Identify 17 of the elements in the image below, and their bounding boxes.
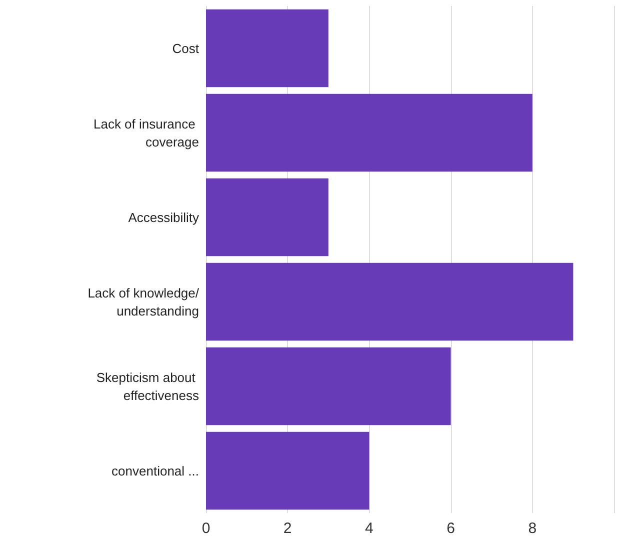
bar [206, 432, 370, 510]
y-tick-label: Lack of insurance coverage [93, 116, 199, 150]
y-tick-label: Lack of knowledge/understanding [88, 285, 200, 318]
x-tick-label: 8 [528, 520, 537, 537]
y-tick-label: Accessibility [128, 210, 200, 225]
x-tick-label: 2 [283, 520, 292, 537]
bar [206, 9, 328, 88]
y-tick-label: Cost [172, 40, 200, 56]
x-tick-label: 0 [202, 520, 210, 537]
bar [206, 262, 574, 341]
x-tick-label: 6 [446, 520, 455, 537]
y-tick-label: Skepticism about effectiveness [96, 370, 200, 403]
bar [206, 178, 328, 256]
bar [206, 347, 451, 426]
x-tick-label: 4 [365, 520, 374, 537]
bar [206, 94, 532, 172]
y-tick-label: conventional ... [112, 463, 199, 478]
